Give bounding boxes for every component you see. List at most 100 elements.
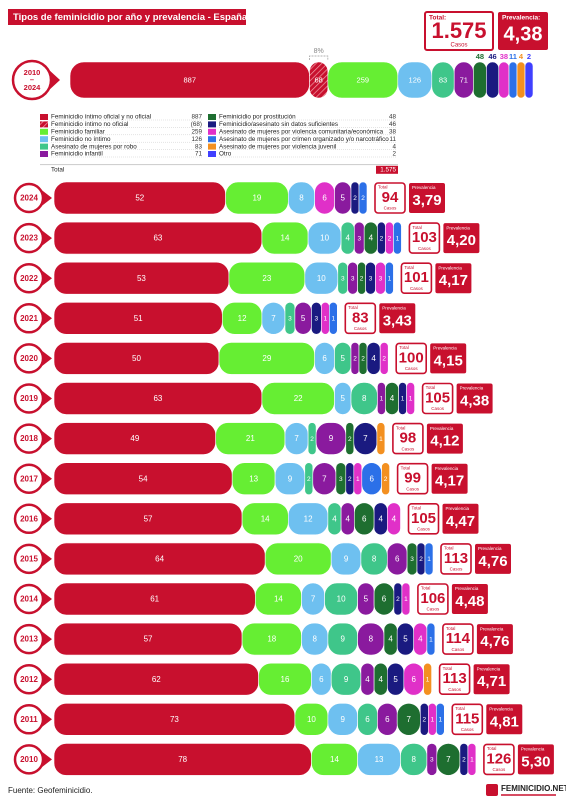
year-prevalence-value: 5,30 bbox=[521, 753, 550, 770]
legend-swatch bbox=[208, 128, 216, 135]
year-total-box bbox=[396, 462, 429, 495]
year-label: 2017 bbox=[20, 474, 38, 483]
segment-label: 10 bbox=[337, 595, 346, 604]
segment-label: 18 bbox=[267, 635, 276, 644]
legend-value: 4 bbox=[392, 143, 396, 150]
share-label: 8% bbox=[314, 48, 324, 55]
year-label: 2014 bbox=[20, 595, 38, 604]
segment-label: 20 bbox=[294, 555, 303, 564]
year-cases-label: Casos bbox=[417, 526, 431, 531]
legend-total-box bbox=[376, 165, 398, 174]
legend-swatch bbox=[40, 128, 48, 135]
segment-label: 2 bbox=[396, 596, 400, 603]
year-prevalence-label: Prevalencia bbox=[480, 626, 504, 631]
year-prevalence-value: 4,76 bbox=[480, 633, 509, 650]
segment-label: 8 bbox=[369, 635, 374, 644]
segment-label: 1 bbox=[388, 275, 392, 282]
bar-segment bbox=[426, 622, 436, 656]
year-total-label: Total bbox=[404, 265, 414, 270]
year-total-value: 105 bbox=[425, 389, 450, 406]
segment-label: 1 bbox=[429, 636, 433, 643]
segment-label: 71 bbox=[460, 75, 468, 84]
segment-label: 62 bbox=[152, 675, 161, 684]
segment-label: 1 bbox=[404, 596, 408, 603]
year-label: 2018 bbox=[20, 434, 38, 443]
segment-label: 7 bbox=[363, 434, 368, 443]
segment-label: 8 bbox=[362, 394, 367, 403]
year-total-value: 94 bbox=[382, 189, 399, 206]
bar-segment bbox=[467, 743, 477, 776]
year-cases-label: Casos bbox=[402, 446, 416, 451]
segment-label: 9 bbox=[341, 715, 346, 724]
segment-label: 4 bbox=[378, 675, 383, 684]
segment-label: 3 bbox=[357, 235, 361, 242]
segment-label: 4 bbox=[378, 514, 383, 523]
year-total-box bbox=[344, 302, 377, 335]
bar-segment bbox=[393, 221, 402, 255]
year-prevalence-box bbox=[442, 503, 479, 534]
year-cases-label: Casos bbox=[405, 366, 419, 371]
segment-label: 14 bbox=[274, 595, 283, 604]
segment-label: 49 bbox=[130, 434, 139, 443]
year-cases-label: Casos bbox=[450, 567, 464, 572]
legend-total-label: Total bbox=[51, 166, 64, 173]
segment-label: 9 bbox=[344, 675, 349, 684]
legend-label: Feminicidio/asesinato sin datos suficien… bbox=[219, 121, 338, 128]
segment-label: 52 bbox=[135, 194, 144, 203]
bar-segment bbox=[328, 301, 338, 335]
year-total-label: Total bbox=[455, 706, 465, 711]
segment-label: 2 bbox=[353, 356, 357, 363]
year-prevalence-label: Prevalencia bbox=[438, 265, 462, 270]
year-prevalence-value: 4,17 bbox=[435, 473, 464, 490]
year-prevalence-value: 3,79 bbox=[412, 192, 441, 209]
year-label: 2020 bbox=[20, 354, 38, 363]
year-prevalence-label: Prevalencia bbox=[460, 386, 484, 391]
segment-label: 259 bbox=[357, 75, 370, 84]
legend-label: Feminicidio íntimo no oficial bbox=[51, 121, 128, 128]
year-total-value: 103 bbox=[412, 229, 437, 246]
year-badge bbox=[13, 423, 45, 454]
legend-value: 259 bbox=[191, 128, 202, 135]
legend-value: 126 bbox=[191, 136, 202, 143]
period-start: 2010 bbox=[24, 68, 41, 77]
share-bracket bbox=[309, 55, 329, 60]
segment-label: 6 bbox=[395, 555, 400, 564]
logo: FEMINICIDIO.NET bbox=[501, 784, 566, 793]
segment-label: 2 bbox=[462, 757, 466, 764]
segment-label: 14 bbox=[330, 755, 339, 764]
year-total-value: 98 bbox=[400, 430, 417, 447]
segment-label-outside: 38 bbox=[500, 52, 508, 61]
year-total-label: Total bbox=[401, 465, 411, 470]
segment-label: 3 bbox=[351, 275, 355, 282]
year-prevalence-label: Prevalencia bbox=[430, 426, 454, 431]
year-label: 2011 bbox=[20, 715, 38, 724]
legend-value: 11 bbox=[389, 136, 396, 143]
segment-label: 6 bbox=[365, 715, 370, 724]
segment-label: 10 bbox=[320, 234, 329, 243]
segment-label: 2 bbox=[360, 275, 364, 282]
year-total-box bbox=[421, 382, 454, 415]
segment-label: 1 bbox=[396, 235, 400, 242]
segment-label: 5 bbox=[301, 314, 306, 323]
segment-label: 6 bbox=[411, 675, 416, 684]
segment-label: 5 bbox=[403, 635, 408, 644]
year-total-box bbox=[417, 583, 449, 615]
year-cases-label: Casos bbox=[431, 406, 445, 411]
year-total-value: 113 bbox=[442, 670, 466, 687]
segment-label: 3 bbox=[288, 316, 292, 323]
segment-label: 2 bbox=[353, 195, 357, 202]
year-prevalence-value: 4,81 bbox=[490, 713, 519, 730]
segment-label: 73 bbox=[170, 715, 179, 724]
year-total-box bbox=[407, 502, 440, 535]
segment-label: 2 bbox=[348, 436, 352, 443]
segment-label: 78 bbox=[178, 755, 187, 764]
year-prevalence-label: Prevalencia bbox=[412, 185, 436, 190]
segment-label: 9 bbox=[344, 555, 349, 564]
legend-label: Asesinato de mujeres por violencia juven… bbox=[219, 143, 336, 150]
year-cases-label: Casos bbox=[418, 246, 432, 251]
year-prevalence-box bbox=[456, 383, 493, 414]
segment-label: 7 bbox=[407, 715, 412, 724]
year-prevalence-box bbox=[409, 183, 445, 213]
year-cases-label: Casos bbox=[354, 326, 368, 331]
segment-label-outside: 46 bbox=[488, 52, 496, 61]
